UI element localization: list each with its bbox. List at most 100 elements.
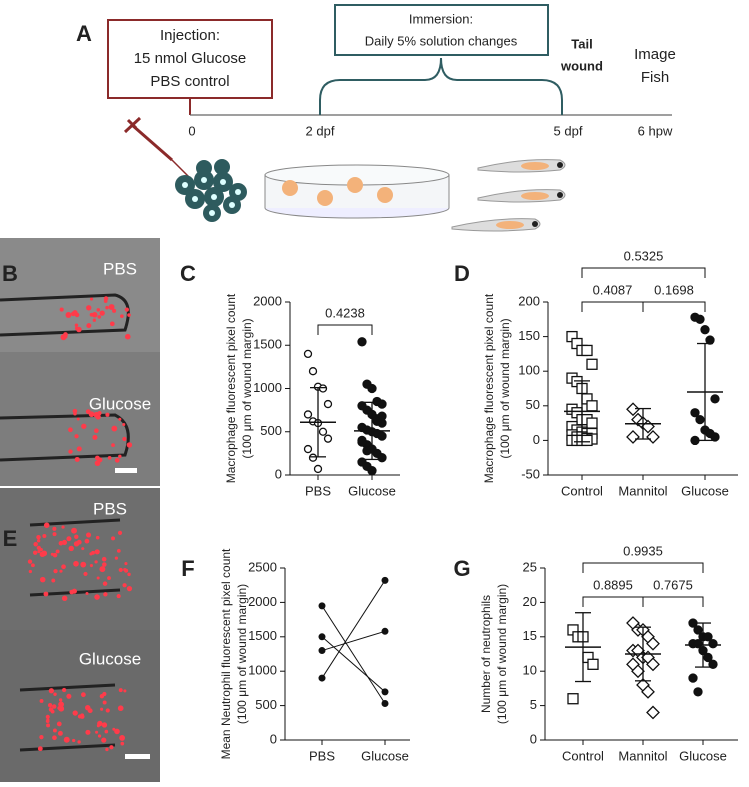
point <box>377 411 387 421</box>
injection-text: 15 nmol Glucose <box>134 50 247 67</box>
fluorescent-cell <box>103 299 108 303</box>
point <box>586 358 598 370</box>
point <box>381 688 389 696</box>
fluorescent-cell <box>46 723 51 728</box>
fluorescent-cell <box>65 312 72 318</box>
y-tick-label: 100 <box>518 363 540 378</box>
fluorescent-cell <box>39 576 46 583</box>
point <box>626 430 640 444</box>
point <box>318 384 328 393</box>
fluorescent-cell <box>69 589 75 595</box>
fluorescent-cell <box>53 692 57 696</box>
micrographs: PBS Glucose PBS Glucose <box>0 238 160 782</box>
fluorescent-cell <box>109 321 115 327</box>
fluorescent-cell <box>111 425 118 432</box>
significance-bracket <box>317 324 373 335</box>
fluorescent-cell <box>61 595 68 602</box>
fluorescent-cell <box>86 305 92 311</box>
fluorescent-cell <box>118 567 123 573</box>
point <box>318 647 326 655</box>
fluorescent-cell <box>45 714 50 719</box>
y-axis-label: Macrophage fluorescent pixel count <box>482 293 496 483</box>
x-tick-label: Glucose <box>361 748 409 763</box>
point <box>377 399 387 409</box>
significance-bracket <box>581 267 706 278</box>
point <box>695 414 705 425</box>
point <box>626 402 640 417</box>
fluorescent-cell <box>47 703 53 708</box>
fluorescent-cell <box>43 591 49 597</box>
fluorescent-cell <box>84 538 90 544</box>
fluorescent-cell <box>118 454 122 459</box>
fluorescent-cell <box>59 569 63 573</box>
x-tick-label: Glucose <box>681 483 729 498</box>
fluorescent-cell <box>118 417 122 421</box>
fluorescent-cell <box>95 535 100 540</box>
fluorescent-cell <box>124 333 131 340</box>
point <box>377 431 387 441</box>
y-tick-label: 2000 <box>248 594 277 609</box>
fluorescent-cell <box>105 708 110 713</box>
immersion-box <box>334 4 549 56</box>
x-tick-label: Glucose <box>679 748 727 763</box>
y-axis-label: Mean Neutrophil fluorescent pixel count <box>219 548 233 759</box>
significance-bracket <box>582 596 644 607</box>
p-value: 0.5325 <box>624 248 664 263</box>
fluorescent-cell <box>126 442 133 448</box>
fluorescent-cell <box>55 549 60 554</box>
dish <box>264 164 450 219</box>
y-axis-label: (100 μm of wound margin) <box>495 584 509 724</box>
fluorescent-cell <box>85 705 91 711</box>
point <box>700 325 710 335</box>
y-tick-label: 1500 <box>253 337 282 352</box>
fluorescent-cell <box>58 701 65 708</box>
y-axis-label: (100 μm of wound margin) <box>498 318 512 458</box>
x-tick-label: Control <box>562 748 604 763</box>
point <box>377 453 387 463</box>
fluorescent-cell <box>126 586 133 592</box>
fluorescent-cell <box>107 455 112 460</box>
image-label: PBS <box>103 259 137 278</box>
point <box>303 349 313 359</box>
fluorescent-cell <box>76 417 80 421</box>
pair-line <box>321 630 386 652</box>
fluorescent-cell <box>74 534 79 539</box>
scale-bar <box>115 468 137 473</box>
point <box>308 367 318 376</box>
point <box>688 673 698 683</box>
pair-line <box>321 605 386 704</box>
fluorescent-cell <box>50 552 54 556</box>
fluorescent-cell <box>50 709 55 714</box>
point <box>646 705 660 720</box>
panel-letter: E <box>3 526 18 551</box>
fluorescent-cell <box>116 594 121 599</box>
point <box>641 684 655 699</box>
fluorescent-cell <box>30 563 35 568</box>
fluorescent-cell <box>112 308 117 313</box>
y-tick-label: 0 <box>270 731 277 746</box>
fluorescent-cell <box>89 312 94 317</box>
fluorescent-cell <box>94 460 101 467</box>
y-tick-label: 25 <box>523 559 537 574</box>
point <box>318 602 326 610</box>
fluorescent-cell <box>108 304 115 310</box>
fluorescent-cell <box>68 427 73 433</box>
fluorescent-cell <box>116 548 121 553</box>
egg-yolk <box>182 177 241 216</box>
fluorescent-cell <box>92 318 97 322</box>
fluorescent-cell <box>94 594 100 600</box>
fluorescent-cell <box>107 576 111 580</box>
point <box>710 432 720 442</box>
fluorescent-cell <box>36 539 41 543</box>
x-tick-label: Mannitol <box>618 483 667 498</box>
point <box>646 657 660 672</box>
x-tick-label: PBS <box>305 483 331 498</box>
fluorescent-cell <box>111 536 116 541</box>
fluorescent-cell <box>77 714 82 719</box>
y-tick-label: 2500 <box>248 559 277 574</box>
timeline-label: 5 dpf <box>554 123 583 138</box>
image-label: PBS <box>93 499 127 518</box>
p-value: 0.4238 <box>325 305 365 320</box>
point <box>357 337 367 347</box>
y-tick-label: 20 <box>523 594 537 609</box>
